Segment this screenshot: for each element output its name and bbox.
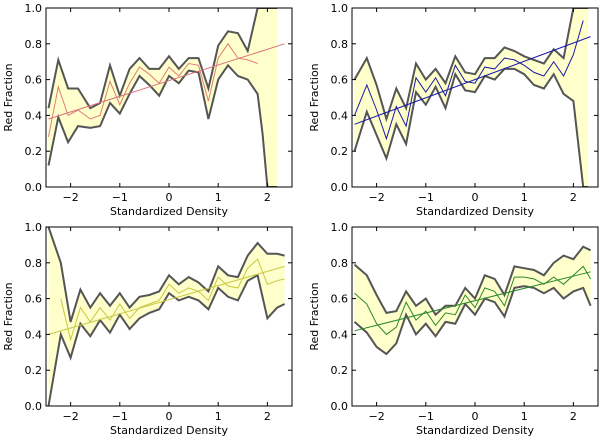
x-tick-label: −2 (62, 191, 78, 204)
lower-bound-line (47, 273, 286, 406)
fit-line (48, 265, 285, 335)
y-tick-label: 0.6 (25, 74, 43, 87)
plot-area (47, 8, 285, 187)
confidence-band (354, 8, 589, 187)
x-tick-label: 0 (472, 410, 479, 423)
upper-bound-line (47, 227, 285, 323)
plot-area (47, 227, 286, 406)
y-tick-label: 0.6 (331, 74, 349, 87)
y-tick-label: 0.4 (25, 109, 43, 122)
mean-line (60, 258, 285, 342)
y-axis-label: Red Fraction (2, 282, 15, 350)
x-tick-label: −1 (112, 410, 128, 423)
chart-panel-1: −2 −1 0 1 2 0.0 0.2 0.4 0.6 0.8 1.0 Standardized De… (2, 2, 293, 218)
y-tick-label: 1.0 (25, 2, 43, 15)
x-tick-label: 0 (166, 410, 173, 423)
y-tick-label: 0.4 (25, 328, 43, 341)
y-tick-label: 0.2 (25, 364, 43, 377)
mean-line (48, 42, 258, 137)
chart-panel-2: −2 −1 0 1 2 0.0 0.2 0.4 0.6 0.8 1.0 Standardized De… (308, 2, 599, 218)
y-tick-label: 0.8 (25, 38, 43, 51)
y-tick-label: 0.0 (331, 400, 349, 413)
y-tick-label: 0.2 (25, 145, 43, 158)
lower-bound-line (353, 285, 592, 356)
y-tick-label: 0.8 (331, 257, 349, 270)
axes-frame (351, 7, 599, 188)
y-tick-label: 0.8 (25, 257, 43, 270)
x-tick-label: 2 (264, 191, 271, 204)
y-tick-label: 0.0 (25, 181, 43, 194)
x-axis-label: Standardized Density (416, 424, 534, 437)
y-tick-label: 0.2 (331, 145, 349, 158)
x-tick-label: 2 (570, 410, 577, 423)
y-tick-label: 0.0 (25, 400, 43, 413)
upper-bound-line (353, 245, 592, 317)
x-tick-label: −1 (112, 191, 128, 204)
lower-bound-line (47, 63, 278, 187)
chart-panel-4: −2 −1 0 1 2 0.0 0.2 0.4 0.6 0.8 1.0 Standardized De… (308, 221, 599, 437)
y-tick-label: 0.0 (331, 181, 349, 194)
x-tick-label: 1 (215, 410, 222, 423)
x-tick-label: −1 (418, 191, 434, 204)
y-tick-label: 1.0 (25, 221, 43, 234)
y-tick-label: 0.6 (25, 293, 43, 306)
y-axis-label: Red Fraction (308, 63, 321, 131)
x-tick-label: −2 (368, 410, 384, 423)
x-axis-label: Standardized Density (110, 205, 228, 218)
fit-line (354, 36, 591, 125)
y-tick-label: 1.0 (331, 221, 349, 234)
mean-line (354, 20, 584, 141)
chart-panel-3: −2 −1 0 1 2 0.0 0.2 0.4 0.6 0.8 1.0 Standardized De… (2, 221, 293, 437)
x-tick-label: −2 (62, 410, 78, 423)
x-tick-label: 1 (521, 191, 528, 204)
y-tick-label: 0.2 (331, 364, 349, 377)
fit-line (48, 43, 285, 120)
y-tick-label: 0.4 (331, 109, 349, 122)
x-tick-label: −1 (418, 410, 434, 423)
x-tick-label: 1 (215, 191, 222, 204)
x-tick-label: 2 (264, 410, 271, 423)
y-tick-label: 0.8 (331, 38, 349, 51)
lower-bound-line (353, 67, 589, 187)
y-tick-label: 0.4 (331, 328, 349, 341)
x-tick-label: 2 (570, 191, 577, 204)
x-axis-label: Standardized Density (416, 205, 534, 218)
y-axis-label: Red Fraction (308, 282, 321, 350)
x-tick-label: 0 (166, 191, 173, 204)
plot-area (353, 245, 592, 356)
x-axis-label: Standardized Density (110, 424, 228, 437)
mean-line (354, 265, 592, 336)
x-tick-label: −2 (368, 191, 384, 204)
confidence-band (48, 8, 278, 187)
x-tick-label: 1 (521, 410, 528, 423)
upper-bound-line (353, 8, 589, 123)
confidence-band (48, 227, 285, 406)
fit-line (354, 271, 591, 332)
y-tick-label: 1.0 (331, 2, 349, 15)
x-tick-label: 0 (472, 191, 479, 204)
y-axis-label: Red Fraction (2, 63, 15, 131)
y-tick-label: 0.6 (331, 293, 349, 306)
plot-area (353, 8, 591, 187)
upper-bound-line (47, 8, 278, 110)
